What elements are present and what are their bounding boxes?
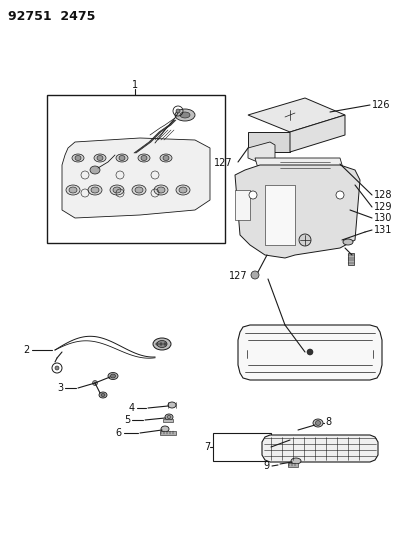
Ellipse shape <box>153 338 171 350</box>
Polygon shape <box>247 142 274 163</box>
Ellipse shape <box>113 187 121 193</box>
Ellipse shape <box>110 185 124 195</box>
Ellipse shape <box>97 156 103 160</box>
Bar <box>47 95 224 243</box>
Bar <box>347 253 353 265</box>
Ellipse shape <box>135 187 142 193</box>
Polygon shape <box>261 435 377 462</box>
Polygon shape <box>235 165 359 258</box>
Ellipse shape <box>90 166 100 174</box>
Ellipse shape <box>175 109 195 121</box>
Ellipse shape <box>116 154 128 162</box>
Text: 126: 126 <box>371 100 389 110</box>
Ellipse shape <box>75 156 81 160</box>
Polygon shape <box>247 132 289 152</box>
Ellipse shape <box>161 426 169 432</box>
Circle shape <box>164 343 166 345</box>
Polygon shape <box>264 185 294 245</box>
Ellipse shape <box>110 374 115 378</box>
Ellipse shape <box>163 156 169 160</box>
Ellipse shape <box>138 154 150 162</box>
Circle shape <box>306 349 312 355</box>
Circle shape <box>176 109 180 113</box>
Ellipse shape <box>165 414 173 420</box>
Text: 130: 130 <box>373 213 392 223</box>
Ellipse shape <box>72 154 84 162</box>
Bar <box>287 463 297 466</box>
Text: 7: 7 <box>203 442 209 452</box>
Ellipse shape <box>108 373 118 379</box>
Text: 127: 127 <box>229 271 247 281</box>
Polygon shape <box>235 190 249 220</box>
Text: 3: 3 <box>57 383 63 393</box>
Text: 9: 9 <box>263 461 269 471</box>
Circle shape <box>300 236 308 244</box>
Ellipse shape <box>141 156 147 160</box>
Ellipse shape <box>66 185 80 195</box>
Ellipse shape <box>290 458 300 464</box>
Polygon shape <box>247 98 344 132</box>
Ellipse shape <box>91 187 99 193</box>
Text: 128: 128 <box>373 190 392 200</box>
Circle shape <box>55 366 59 370</box>
Text: 129: 129 <box>373 202 392 212</box>
Circle shape <box>250 271 259 279</box>
Bar <box>212 433 271 461</box>
Text: 5: 5 <box>123 415 130 425</box>
Circle shape <box>155 343 158 345</box>
Ellipse shape <box>168 402 176 408</box>
Text: 92751  2475: 92751 2475 <box>8 10 95 22</box>
Circle shape <box>248 191 256 199</box>
Circle shape <box>335 191 343 199</box>
Bar <box>163 419 173 422</box>
Circle shape <box>315 421 320 425</box>
Circle shape <box>159 343 162 345</box>
Text: 6: 6 <box>116 428 122 438</box>
Ellipse shape <box>176 185 190 195</box>
Ellipse shape <box>157 341 166 348</box>
Ellipse shape <box>342 239 352 245</box>
Ellipse shape <box>99 392 107 398</box>
Circle shape <box>298 234 310 246</box>
Ellipse shape <box>88 185 102 195</box>
Polygon shape <box>62 138 209 218</box>
Ellipse shape <box>69 187 77 193</box>
Ellipse shape <box>159 154 171 162</box>
Ellipse shape <box>101 393 105 397</box>
Bar <box>159 431 176 434</box>
Text: 4: 4 <box>128 403 135 413</box>
Polygon shape <box>237 325 381 380</box>
Ellipse shape <box>154 185 168 195</box>
Text: 1: 1 <box>132 80 138 90</box>
Ellipse shape <box>312 419 322 427</box>
Text: 8: 8 <box>324 417 330 427</box>
Polygon shape <box>254 158 344 175</box>
Circle shape <box>92 381 97 385</box>
Ellipse shape <box>119 156 125 160</box>
Ellipse shape <box>166 416 171 418</box>
Text: 127: 127 <box>214 158 233 168</box>
Ellipse shape <box>94 154 106 162</box>
Text: 131: 131 <box>373 225 392 235</box>
Ellipse shape <box>180 112 190 118</box>
Ellipse shape <box>178 187 187 193</box>
Text: 2: 2 <box>24 345 30 355</box>
Ellipse shape <box>132 185 146 195</box>
Ellipse shape <box>157 187 165 193</box>
Polygon shape <box>289 115 344 152</box>
